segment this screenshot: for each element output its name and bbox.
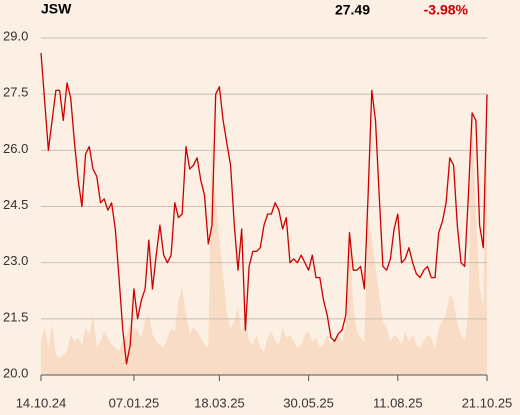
x-tick-label: 21.10.25 — [462, 395, 513, 410]
x-tick-label: 30.05.25 — [283, 395, 334, 410]
price-line — [40, 52, 488, 365]
y-tick-label: 29.0 — [3, 28, 28, 43]
y-tick-label: 21.5 — [3, 309, 28, 324]
x-tick-label: 07.01.25 — [109, 395, 160, 410]
last-price: 27.49 — [335, 2, 370, 18]
x-tick-label: 14.10.24 — [16, 395, 67, 410]
y-tick-label: 23.0 — [3, 253, 28, 268]
x-tick-label: 11.08.25 — [373, 395, 423, 410]
y-tick-label: 26.0 — [3, 141, 28, 156]
y-tick-label: 24.5 — [3, 197, 28, 212]
volume-area — [41, 78, 487, 376]
price-change: -3.98% — [424, 2, 469, 18]
y-tick-label: 27.5 — [3, 85, 28, 100]
y-tick-label: 20.0 — [3, 365, 28, 380]
x-tick-label: 18.03.25 — [194, 395, 245, 410]
chart-title: JSW — [41, 1, 72, 17]
